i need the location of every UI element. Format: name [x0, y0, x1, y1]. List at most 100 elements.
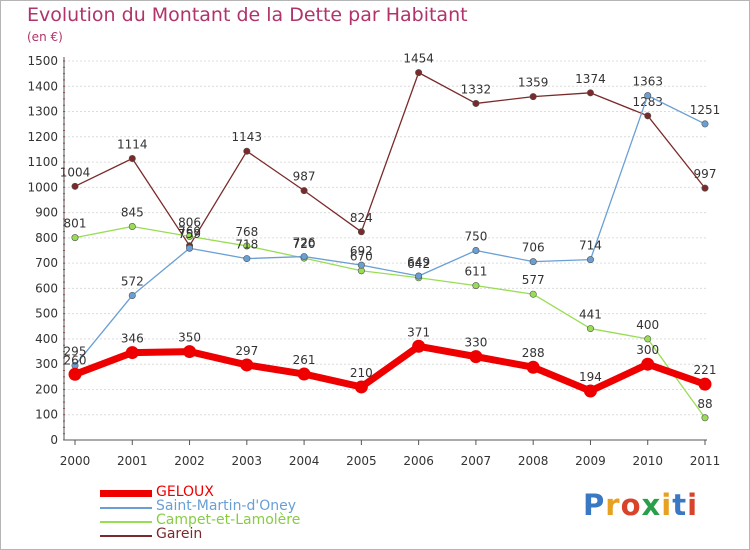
y-tick-label: 1500: [27, 54, 58, 68]
series-line-0: [71, 342, 709, 395]
legend-label-geloux: GELOUX: [156, 484, 214, 500]
data-point: [243, 242, 251, 250]
y-tick-label: 0: [50, 433, 58, 447]
data-label: 1363: [632, 75, 663, 89]
data-label: 261: [293, 353, 316, 367]
data-label: 1114: [117, 138, 148, 152]
data-label: 1004: [60, 165, 91, 179]
data-label: 330: [464, 336, 487, 350]
logo-letter: t: [672, 488, 688, 522]
data-point: [412, 339, 426, 353]
data-point: [529, 93, 537, 101]
data-point: [71, 182, 79, 190]
data-point: [469, 350, 483, 364]
x-tick-label: 2003: [232, 454, 263, 468]
data-point: [186, 244, 194, 252]
data-label: 572: [121, 274, 144, 288]
chart-title: Evolution du Montant de la Dette par Hab…: [27, 4, 468, 26]
data-label: 295: [64, 344, 87, 358]
data-label: 997: [694, 167, 717, 181]
x-tick-label: 2008: [518, 454, 549, 468]
data-label: 1374: [575, 72, 606, 86]
data-label: 750: [464, 230, 487, 244]
data-point: [586, 325, 594, 333]
logo-letter: o: [620, 488, 642, 522]
logo-letter: i: [687, 488, 699, 522]
data-point: [529, 258, 537, 266]
data-label: 801: [64, 217, 87, 231]
data-point: [586, 256, 594, 264]
legend-swatch-garein: [100, 535, 152, 537]
data-label: 350: [178, 331, 201, 345]
data-point: [701, 120, 709, 128]
y-tick-label: 1300: [27, 105, 58, 119]
series-line-3: [74, 71, 706, 247]
data-point: [71, 234, 79, 242]
chart-subtitle: (en €): [27, 30, 63, 44]
legend-item-saint-martin: Saint-Martin-d'Oney: [100, 498, 360, 514]
legend-item-campet: Campet-et-Lamolère: [100, 512, 360, 528]
data-label: 1332: [461, 82, 492, 96]
legend-label-saint-martin: Saint-Martin-d'Oney: [156, 498, 297, 514]
data-label: 670: [350, 250, 373, 264]
x-tick-label: 2006: [403, 454, 434, 468]
legend-item-garein: Garein: [100, 526, 360, 542]
data-point: [701, 184, 709, 192]
data-point: [472, 99, 480, 107]
series-line-2: [74, 225, 706, 419]
data-label: 577: [522, 273, 545, 287]
logo-letter: r: [605, 488, 621, 522]
data-point: [701, 414, 709, 422]
data-label: 824: [350, 211, 373, 225]
data-label: 1283: [632, 95, 663, 109]
data-label: 346: [121, 332, 144, 346]
x-tick-label: 2004: [289, 454, 320, 468]
data-point: [415, 272, 423, 280]
x-tick-label: 2002: [174, 454, 205, 468]
y-tick-label: 1200: [27, 130, 58, 144]
data-point: [583, 384, 597, 398]
x-tick-label: 2009: [575, 454, 606, 468]
data-label: 400: [636, 318, 659, 332]
data-point: [128, 291, 136, 299]
data-point: [415, 69, 423, 77]
legend-label-garein: Garein: [156, 526, 203, 542]
data-label: 987: [293, 170, 316, 184]
data-point: [240, 358, 254, 372]
y-tick-label: 1100: [27, 155, 58, 169]
data-point: [472, 282, 480, 290]
logo-letter: x: [641, 488, 662, 522]
data-label: 371: [407, 325, 430, 339]
data-point: [357, 228, 365, 236]
data-label: 1251: [690, 103, 721, 117]
legend-swatch-geloux: [100, 490, 152, 497]
data-point: [644, 112, 652, 120]
y-tick-label: 400: [35, 332, 58, 346]
legend-item-geloux: GELOUX: [100, 484, 360, 500]
data-point: [526, 360, 540, 374]
data-label: 221: [694, 363, 717, 377]
data-point: [641, 357, 655, 371]
data-point: [300, 253, 308, 261]
data-point: [128, 222, 136, 230]
data-label: 706: [522, 241, 545, 255]
data-point: [354, 380, 368, 394]
x-tick-label: 2011: [690, 454, 721, 468]
y-tick-label: 300: [35, 357, 58, 371]
data-point: [186, 232, 194, 240]
legend-label-campet: Campet-et-Lamolère: [156, 512, 301, 528]
data-point: [243, 255, 251, 263]
proxiti-logo: Proxiti: [583, 488, 698, 522]
x-tick-label: 2010: [632, 454, 663, 468]
data-label: 611: [464, 265, 487, 279]
data-label: 806: [178, 215, 201, 229]
data-label: 288: [522, 346, 545, 360]
data-label: 88: [697, 397, 712, 411]
data-point: [357, 261, 365, 269]
data-point: [529, 290, 537, 298]
data-label: 260: [64, 353, 87, 367]
data-label: 297: [235, 344, 258, 358]
y-tick-label: 200: [35, 382, 58, 396]
y-tick-label: 800: [35, 231, 58, 245]
